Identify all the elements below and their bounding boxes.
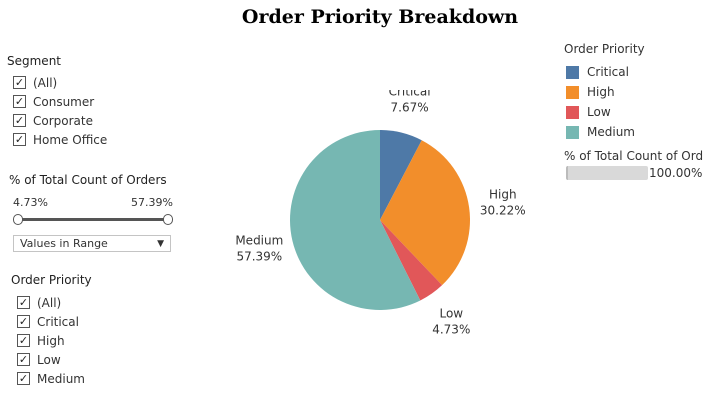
checkbox-icon[interactable]: ✓ <box>13 76 26 89</box>
segment-filter-title: Segment <box>7 54 61 68</box>
legend-swatch <box>566 85 579 99</box>
checkbox-icon[interactable]: ✓ <box>13 114 26 127</box>
range-min-value: 4.73% <box>13 196 48 209</box>
legend-swatch <box>566 105 579 119</box>
priority-filter-list: ✓ (All) ✓ Critical ✓ High ✓ Low ✓ Medium <box>17 293 85 388</box>
legend-item[interactable]: High <box>566 82 635 102</box>
priority-option[interactable]: ✓ High <box>17 331 85 350</box>
segment-option[interactable]: ✓ Home Office <box>13 130 107 149</box>
segment-option-label: Corporate <box>33 113 93 128</box>
slider-min-handle[interactable] <box>13 214 23 225</box>
legend-label: High <box>587 85 615 99</box>
pie-slice-low[interactable] <box>380 220 443 301</box>
segment-filter-list: ✓ (All) ✓ Consumer ✓ Corporate ✓ Home Office <box>13 73 107 149</box>
legend-label: Medium <box>587 125 635 139</box>
legend-swatch <box>566 125 579 139</box>
pie-slice-medium[interactable] <box>290 130 421 310</box>
checkbox-icon[interactable]: ✓ <box>17 353 30 366</box>
priority-option-label: Critical <box>37 314 79 329</box>
priority-option[interactable]: ✓ Low <box>17 350 85 369</box>
legend-item[interactable]: Low <box>566 102 635 122</box>
priority-filter-title: Order Priority <box>11 273 92 287</box>
legend-label: Critical <box>587 65 629 79</box>
legend-item[interactable]: Critical <box>566 62 635 82</box>
segment-option-label: (All) <box>33 75 58 90</box>
size-legend-bar <box>566 166 648 180</box>
segment-option-label: Home Office <box>33 132 108 147</box>
segment-option[interactable]: ✓ (All) <box>13 73 107 92</box>
slice-label-critical: Critical 7.67% <box>389 90 431 115</box>
dropdown-arrow-icon: ▼ <box>157 238 164 249</box>
priority-option-label: High <box>37 333 65 348</box>
segment-option[interactable]: ✓ Corporate <box>13 111 107 130</box>
range-slider[interactable]: 4.73% 57.39% <box>13 196 173 227</box>
priority-option-label: Medium <box>37 371 85 386</box>
range-max-value: 57.39% <box>131 196 173 209</box>
priority-option[interactable]: ✓ Medium <box>17 369 85 388</box>
checkbox-icon[interactable]: ✓ <box>17 372 30 385</box>
priority-option[interactable]: ✓ (All) <box>17 293 85 312</box>
checkbox-icon[interactable]: ✓ <box>13 133 26 146</box>
size-legend-value: 100.00% <box>649 166 703 180</box>
slice-label-low: Low 4.73% <box>432 306 470 336</box>
segment-option[interactable]: ✓ Consumer <box>13 92 107 111</box>
pie-slice-high[interactable] <box>380 140 470 286</box>
slider-track <box>18 218 168 221</box>
checkbox-icon[interactable]: ✓ <box>13 95 26 108</box>
pie-slice-critical[interactable] <box>380 130 422 220</box>
size-legend-title: % of Total Count of Ord.. <box>564 149 704 163</box>
slider-max-handle[interactable] <box>163 214 173 225</box>
legend-swatch <box>566 65 579 79</box>
priority-option-label: (All) <box>37 295 62 310</box>
checkbox-icon[interactable]: ✓ <box>17 334 30 347</box>
chart-title: Order Priority Breakdown <box>241 6 519 28</box>
priority-option[interactable]: ✓ Critical <box>17 312 85 331</box>
checkbox-icon[interactable]: ✓ <box>17 315 30 328</box>
checkbox-icon[interactable]: ✓ <box>17 296 30 309</box>
slice-label-high: High 30.22% <box>480 188 526 218</box>
legend-title: Order Priority <box>564 42 645 56</box>
slice-label-medium: Medium 57.39% <box>235 234 283 264</box>
range-filter-title: % of Total Count of Orders <box>9 173 167 187</box>
range-mode-value: Values in Range <box>20 237 108 250</box>
range-mode-dropdown[interactable]: Values in Range ▼ <box>13 235 171 252</box>
color-legend: Critical High Low Medium <box>566 62 635 142</box>
pie-chart: Critical 7.67% High 30.22% Low 4.73% Medium 57.… <box>235 90 526 336</box>
segment-option-label: Consumer <box>33 94 95 109</box>
legend-label: Low <box>587 105 611 119</box>
priority-option-label: Low <box>37 352 61 367</box>
legend-item[interactable]: Medium <box>566 122 635 142</box>
